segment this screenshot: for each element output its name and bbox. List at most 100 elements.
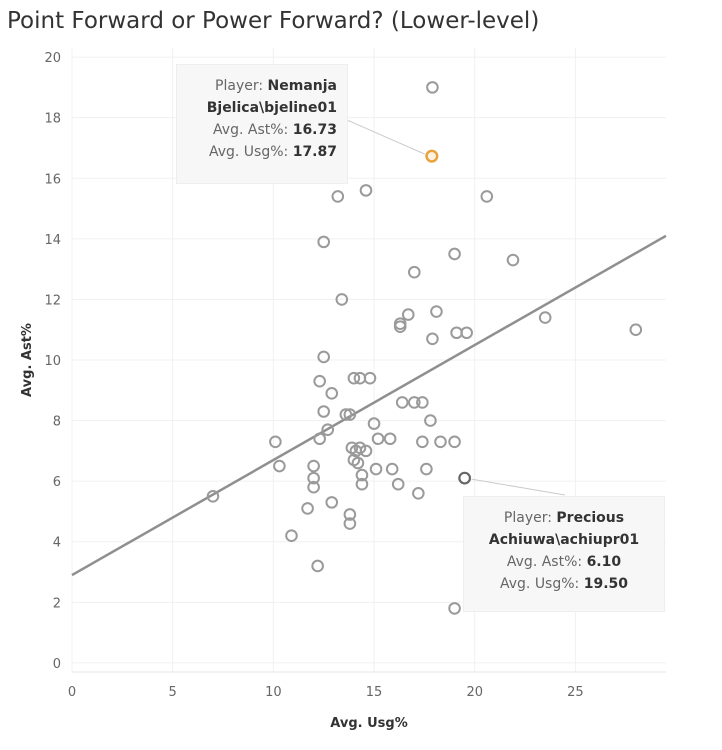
tooltip-usg-value: 17.87 — [292, 144, 337, 160]
chart-title: Point Forward or Power Forward? (Lower-l… — [7, 8, 540, 34]
data-point[interactable] — [426, 332, 439, 346]
data-point[interactable] — [307, 471, 320, 485]
x-tick-label: 25 — [567, 685, 584, 700]
x-tick-label: 5 — [169, 685, 177, 700]
data-point[interactable] — [355, 477, 369, 491]
y-tick-label: 6 — [53, 475, 61, 490]
data-point[interactable] — [359, 444, 373, 458]
data-point[interactable] — [355, 468, 369, 482]
data-point[interactable] — [538, 311, 552, 324]
data-point[interactable] — [480, 190, 494, 203]
data-point[interactable] — [307, 480, 320, 494]
tooltip-usg-label: Avg. Usg%: — [208, 144, 293, 160]
data-point[interactable] — [371, 432, 385, 446]
y-tick-label: 4 — [53, 536, 61, 551]
y-tick-label: 14 — [44, 233, 61, 248]
y-tick-label: 10 — [44, 354, 61, 369]
tooltip-player-label: Player: — [503, 510, 557, 526]
data-point[interactable] — [206, 490, 220, 503]
data-point[interactable] — [343, 408, 357, 421]
data-point[interactable] — [424, 414, 437, 427]
tooltip-ast-value: 6.10 — [586, 554, 622, 570]
data-point[interactable] — [325, 387, 339, 400]
y-tick-label: 8 — [53, 415, 61, 430]
data-point-selected[interactable] — [458, 471, 472, 485]
trend-line — [71, 234, 667, 577]
data-point[interactable] — [434, 435, 447, 449]
data-point[interactable] — [343, 508, 357, 521]
data-point[interactable] — [448, 435, 461, 449]
y-tick-label: 20 — [44, 51, 61, 66]
data-point[interactable] — [339, 408, 353, 421]
tooltip-selected-player: Player: Precious Achiuwa\achiupr01 Avg. … — [463, 496, 665, 612]
data-point[interactable] — [408, 396, 421, 409]
tooltip-ast-label: Avg. Ast%: — [213, 122, 293, 138]
tooltip-player-name-1: Precious — [556, 510, 625, 526]
data-point[interactable] — [313, 374, 326, 388]
tooltip-ast-value: 16.73 — [292, 122, 337, 138]
y-tick-label: 0 — [53, 657, 61, 672]
data-point[interactable] — [307, 459, 320, 473]
data-point[interactable] — [412, 486, 425, 500]
data-point[interactable] — [391, 477, 405, 491]
data-point[interactable] — [317, 350, 330, 364]
y-tick-label: 18 — [44, 112, 61, 127]
data-point[interactable] — [325, 496, 339, 509]
data-point[interactable] — [311, 559, 324, 573]
data-point[interactable] — [285, 529, 298, 542]
data-point[interactable] — [416, 396, 429, 409]
data-point[interactable] — [395, 396, 409, 409]
data-point[interactable] — [353, 441, 367, 455]
data-point[interactable] — [383, 432, 397, 446]
tooltip-player-name-1: Nemanja — [267, 78, 337, 94]
data-point[interactable] — [420, 462, 433, 476]
data-point[interactable] — [317, 405, 330, 418]
data-point[interactable] — [367, 417, 381, 430]
data-point[interactable] — [273, 459, 286, 473]
data-point[interactable] — [359, 184, 373, 197]
data-point[interactable] — [448, 247, 461, 261]
y-tick-label: 16 — [44, 172, 61, 187]
data-point[interactable] — [269, 435, 282, 449]
x-tick-label: 0 — [68, 685, 76, 700]
data-point[interactable] — [351, 456, 365, 470]
data-point[interactable] — [448, 602, 461, 615]
y-axis-label: Avg. Ast% — [20, 323, 35, 397]
data-point[interactable] — [317, 235, 330, 249]
data-point[interactable] — [430, 305, 443, 318]
data-point[interactable] — [301, 502, 314, 515]
data-point[interactable] — [416, 435, 429, 449]
data-point[interactable] — [629, 323, 643, 337]
tooltip-usg-value: 19.50 — [583, 576, 629, 592]
data-point[interactable] — [369, 462, 383, 476]
data-point[interactable] — [506, 253, 520, 267]
tooltip-connector — [471, 478, 566, 496]
data-point[interactable] — [363, 371, 377, 385]
data-point[interactable] — [343, 517, 357, 530]
y-tick-label: 12 — [44, 293, 61, 308]
data-point[interactable] — [450, 326, 463, 340]
data-point[interactable] — [401, 308, 415, 321]
tooltip-player-label: Player: — [215, 78, 268, 94]
tooltip-connector — [346, 119, 426, 155]
data-point[interactable] — [385, 462, 399, 476]
data-point[interactable] — [313, 432, 326, 446]
data-point[interactable] — [335, 293, 349, 306]
x-tick-label: 10 — [265, 685, 282, 700]
data-point[interactable] — [393, 317, 407, 330]
x-tick-label: 15 — [366, 685, 383, 700]
data-point[interactable] — [408, 265, 421, 279]
tooltip-highlighted-player: Player: Nemanja Bjelica\bjeline01 Avg. A… — [176, 64, 348, 184]
tooltip-usg-label: Avg. Usg%: — [499, 576, 584, 592]
tooltip-player-name-2: Bjelica\bjeline01 — [206, 100, 337, 116]
data-point[interactable] — [321, 423, 335, 436]
data-point-highlighted[interactable] — [425, 149, 439, 163]
data-point[interactable] — [347, 371, 361, 385]
data-point[interactable] — [331, 190, 345, 203]
x-axis-label: Avg. Usg% — [330, 716, 407, 731]
tooltip-ast-label: Avg. Ast%: — [506, 554, 587, 570]
data-point[interactable] — [426, 81, 439, 94]
data-point[interactable] — [460, 326, 473, 340]
y-tick-label: 2 — [53, 596, 61, 611]
